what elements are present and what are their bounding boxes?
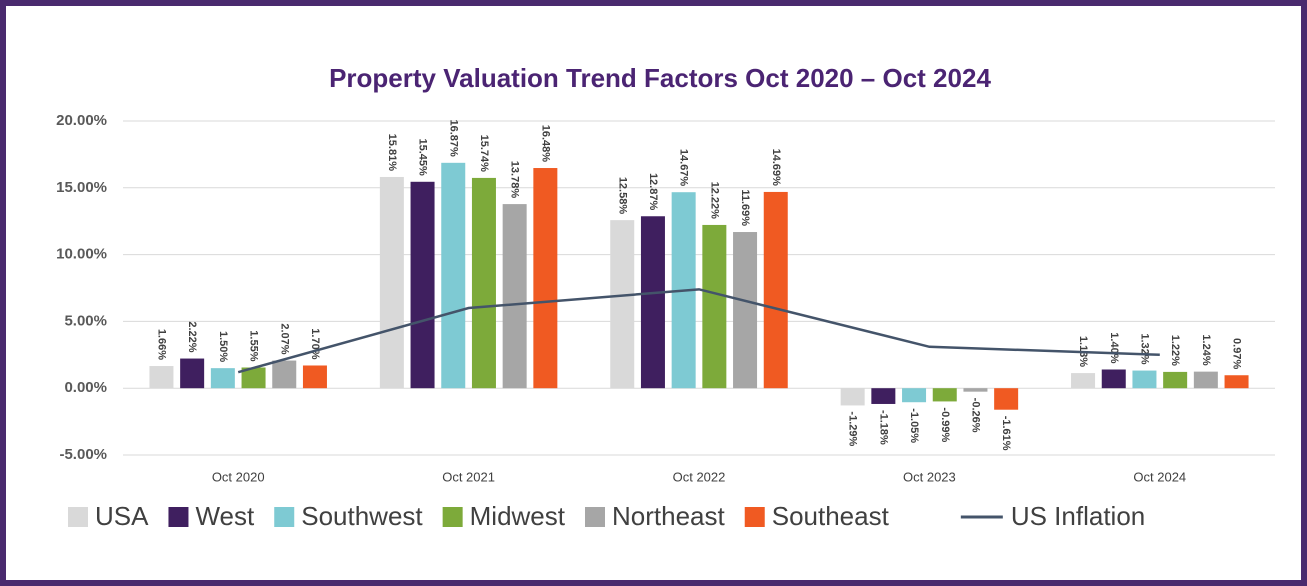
bar [1163, 371, 1188, 389]
value-label: 1.22% [1169, 335, 1181, 366]
bar [1101, 369, 1126, 389]
x-tick-label: Oct 2023 [903, 469, 956, 484]
value-label: -0.26% [970, 398, 982, 433]
legend-swatch [68, 507, 88, 527]
value-label: -0.99% [939, 407, 951, 442]
bar [733, 232, 758, 389]
value-label: 11.69% [739, 189, 751, 226]
y-tick-label: 0.00% [64, 379, 107, 396]
bar [502, 204, 527, 389]
bar [1224, 375, 1249, 389]
y-tick-label: 20.00% [56, 112, 107, 129]
bar [902, 388, 927, 403]
bar [379, 176, 404, 389]
value-label: 16.48% [539, 125, 551, 163]
value-label: 1.66% [156, 329, 168, 360]
line [237, 288, 1160, 374]
bar [763, 191, 788, 389]
value-label: 15.45% [417, 138, 429, 176]
bar [1132, 370, 1157, 389]
bar [1193, 371, 1218, 389]
bar [1071, 373, 1096, 389]
bar [471, 177, 496, 389]
bar [210, 368, 235, 389]
legend-swatch [442, 507, 463, 527]
bar [702, 224, 727, 389]
x-tick-label: Oct 2024 [1133, 469, 1186, 484]
bar [180, 358, 205, 389]
value-label: 2.22% [186, 321, 198, 352]
value-label: 16.87% [447, 120, 459, 158]
bar [410, 181, 435, 389]
bar [640, 216, 665, 389]
legend-label: Northeast [612, 501, 725, 531]
bar [241, 367, 266, 389]
x-tick-label: Oct 2021 [442, 469, 495, 484]
chart-title: Property Valuation Trend Factors Oct 202… [329, 63, 991, 93]
value-label: -1.29% [847, 411, 859, 446]
y-tick-label: 10.00% [56, 246, 107, 263]
bar [149, 366, 174, 389]
bar [533, 168, 558, 389]
y-tick-label: -5.00% [59, 446, 107, 463]
y-tick-label: 5.00% [64, 312, 107, 329]
legend-swatch [585, 507, 605, 527]
legend-label: Midwest [470, 501, 566, 531]
legend-label: Southwest [301, 501, 423, 531]
value-label: 0.97% [1231, 338, 1243, 369]
y-tick-label: 15.00% [56, 179, 107, 196]
value-label: 12.58% [616, 177, 628, 215]
legend-swatch [744, 507, 765, 527]
legend-label: US Inflation [1011, 501, 1145, 531]
value-label: 12.22% [708, 182, 720, 220]
bar [963, 388, 988, 392]
legend-label: West [195, 501, 255, 531]
value-label: -1.61% [1000, 416, 1012, 451]
bar [302, 365, 327, 389]
value-label: 1.40% [1108, 332, 1120, 363]
value-label: 1.50% [217, 331, 229, 362]
value-label: 13.78% [509, 161, 521, 199]
value-label: 1.55% [248, 330, 260, 361]
value-label: 15.74% [478, 135, 490, 173]
bar [932, 388, 957, 402]
value-label: 14.69% [770, 149, 782, 187]
value-label: 12.87% [647, 173, 659, 211]
value-label: 1.70% [309, 328, 321, 359]
legend-swatch [168, 507, 189, 527]
value-label: 1.32% [1139, 333, 1151, 364]
value-label: -1.05% [908, 408, 920, 443]
value-label: 2.07% [278, 323, 290, 354]
value-label: 15.81% [386, 134, 398, 172]
legend-label: USA [95, 501, 149, 531]
value-label: 14.67% [678, 149, 690, 187]
x-tick-label: Oct 2022 [673, 469, 726, 484]
bar [994, 388, 1019, 410]
bar [441, 162, 466, 389]
legend-label: Southeast [772, 501, 890, 531]
legend-swatch [274, 507, 295, 527]
bar [871, 388, 896, 404]
bar [610, 220, 635, 389]
bar [840, 388, 865, 406]
x-tick-label: Oct 2020 [212, 469, 265, 484]
value-label: -1.18% [877, 410, 889, 445]
bar [272, 360, 297, 389]
value-label: 1.24% [1200, 334, 1212, 365]
